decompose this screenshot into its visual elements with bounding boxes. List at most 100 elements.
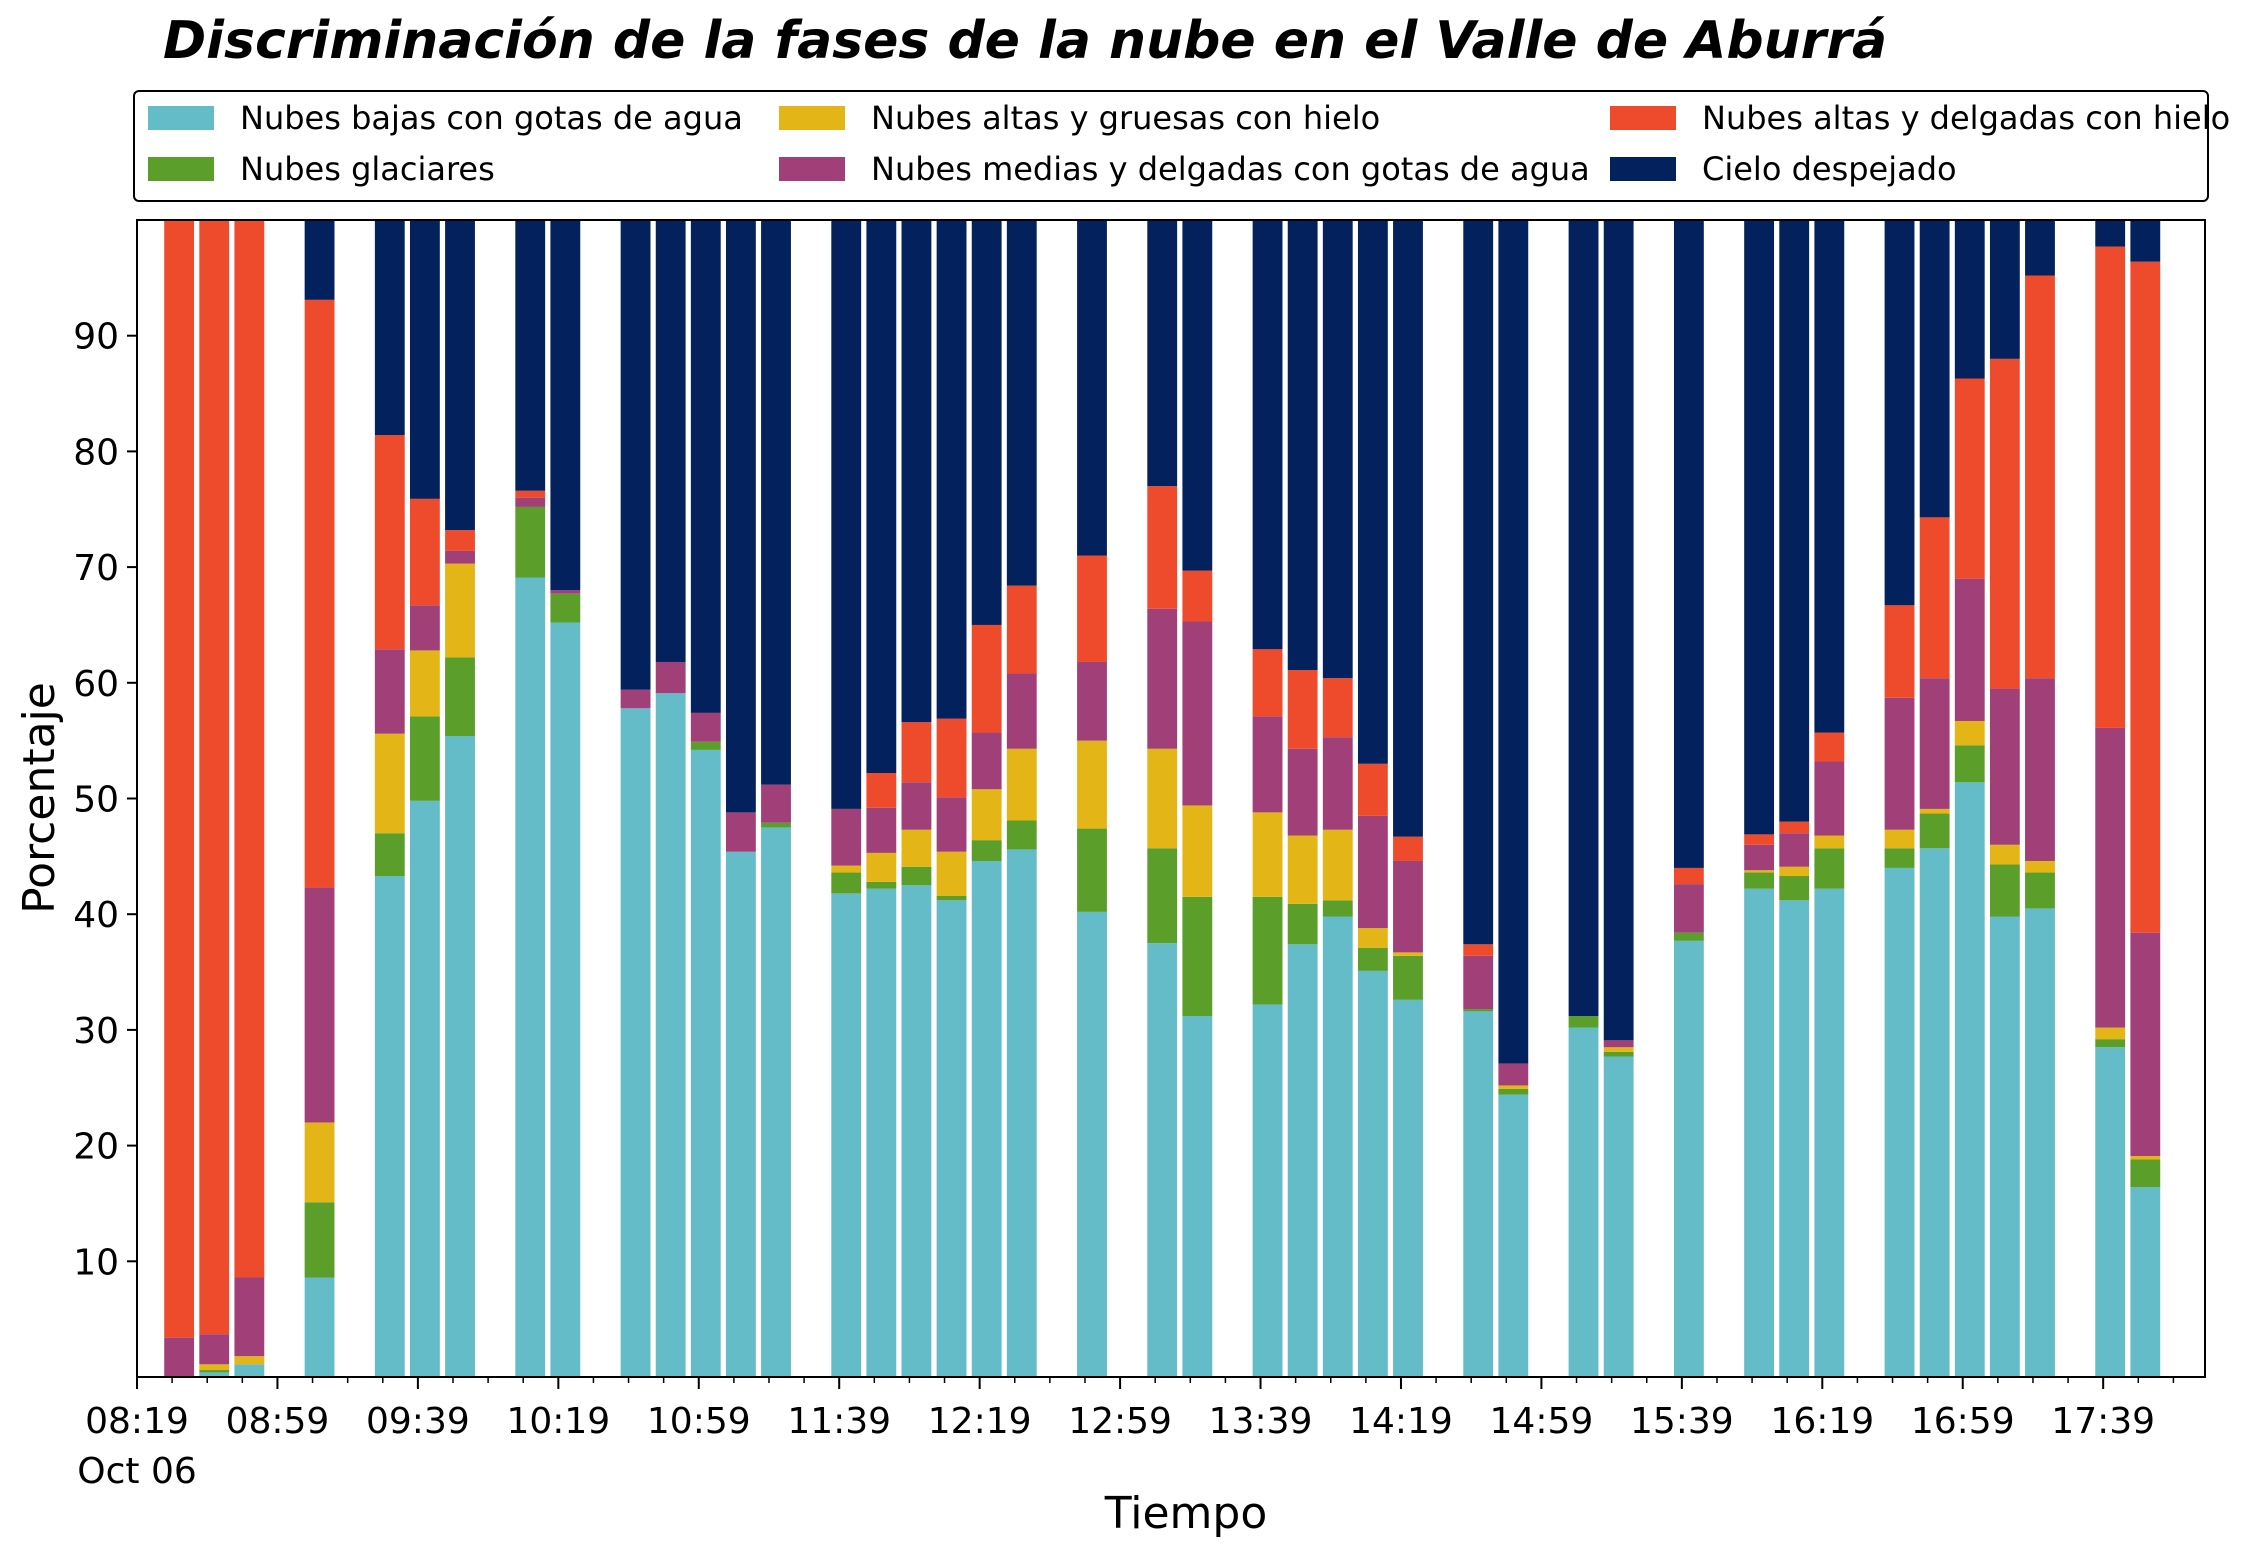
bar-segment	[725, 851, 756, 1377]
bar-segment	[1954, 782, 1985, 1377]
bar-segment	[620, 708, 651, 1377]
bar-segment	[620, 220, 651, 690]
bar-segment	[1006, 585, 1037, 674]
bar-segment	[1744, 220, 1775, 835]
bar-segment	[971, 624, 1002, 733]
bar-segment	[1954, 378, 1985, 579]
bar-segment	[515, 506, 546, 578]
bar-segment	[234, 1356, 265, 1365]
x-tick-label: 15:39	[1630, 1401, 1734, 1442]
bar-segment	[690, 220, 721, 713]
bar-segment	[199, 1372, 230, 1377]
x-axis-label: Tiempo	[1104, 1488, 1268, 1539]
bar-segment	[655, 661, 686, 694]
bar-segment	[1673, 940, 1704, 1377]
bar-segment	[1568, 1016, 1599, 1028]
bar-segment	[445, 550, 475, 564]
legend-label: Nubes altas y gruesas con hielo	[871, 99, 1380, 137]
bar-segment	[1463, 220, 1494, 945]
x-tick-label: 10:19	[506, 1401, 610, 1442]
bar-segment	[1182, 805, 1213, 897]
bar-segment	[445, 563, 475, 658]
bar-segment	[936, 895, 967, 901]
bar-segment	[550, 593, 581, 623]
bar-segment	[1006, 673, 1037, 749]
bar-segment	[1989, 358, 2020, 689]
bar-segment	[1147, 748, 1178, 849]
bar-segment	[936, 797, 967, 852]
x-tick-label: 14:59	[1490, 1401, 1594, 1442]
y-tick-label: 10	[73, 1242, 119, 1283]
bar-segment	[374, 220, 405, 436]
bar-segment	[199, 220, 230, 1335]
bar-segment	[374, 733, 405, 834]
bar-segment	[2095, 1027, 2126, 1040]
bar-segment	[1147, 848, 1178, 944]
bar-segment	[761, 784, 791, 823]
bar-segment	[866, 852, 897, 882]
bar-segment	[550, 220, 581, 591]
x-tick-label: 08:59	[226, 1401, 330, 1442]
bar-segment	[971, 840, 1002, 861]
bar-segment	[164, 1337, 195, 1377]
bar-segment	[1077, 555, 1107, 662]
bar-segment	[1252, 812, 1283, 897]
bar-segment	[1463, 955, 1494, 1010]
bar-segment	[2095, 1039, 2126, 1048]
bar-segment	[1498, 1063, 1529, 1086]
bar-segment	[831, 220, 862, 809]
bar-segment	[1744, 834, 1775, 845]
bar-segment	[1322, 900, 1353, 917]
bar-segment	[1779, 900, 1810, 1377]
bar-segment	[725, 812, 756, 852]
bar-segment	[2130, 1187, 2161, 1377]
bar-segment	[515, 490, 546, 498]
bar-segment	[2025, 860, 2055, 873]
bar-segment	[409, 498, 440, 606]
bar-segment	[445, 657, 475, 737]
bar-segment	[620, 689, 651, 709]
bar-segment	[1779, 821, 1810, 834]
bar-segment	[1077, 740, 1107, 829]
bar-segment	[1393, 860, 1423, 953]
bar-segment	[2130, 220, 2161, 262]
bar-segment	[1006, 820, 1037, 850]
bar-segment	[1357, 947, 1388, 971]
bar-segment	[1182, 621, 1213, 806]
bar-segment	[971, 860, 1002, 1377]
bar-segment	[2130, 1159, 2161, 1188]
x-tick-label: 12:59	[1068, 1401, 1172, 1442]
bar-segment	[1779, 866, 1810, 877]
bar-segment	[1287, 835, 1318, 904]
bar-segment	[374, 649, 405, 734]
bar-segment	[1744, 872, 1775, 889]
bar-segment	[1498, 1088, 1529, 1095]
bar-segment	[1954, 720, 1985, 746]
y-tick-label: 20	[73, 1127, 119, 1168]
bar-segment	[831, 865, 862, 873]
bar-segment	[445, 530, 475, 551]
bar-segment	[1357, 220, 1388, 764]
bar-segment	[515, 220, 546, 491]
bar-segment	[1884, 848, 1915, 868]
bar-segment	[866, 807, 897, 853]
bar-segment	[831, 893, 862, 1377]
bar-segment	[690, 749, 721, 1377]
bar-segment	[866, 220, 897, 774]
bar-segment	[199, 1334, 230, 1365]
bar-segment	[1463, 1009, 1494, 1012]
x-tick-label: 09:39	[366, 1401, 470, 1442]
bar-segment	[761, 827, 791, 1377]
x-tick-label: 14:19	[1349, 1401, 1453, 1442]
y-tick-label: 30	[73, 1011, 119, 1052]
y-tick-label: 90	[73, 317, 119, 358]
bar-segment	[2095, 220, 2126, 247]
y-axis: 10 20 30 40 50 60 70 80 90	[73, 317, 137, 1283]
chart-title: Discriminación de la fases de la nube en…	[163, 11, 1887, 71]
bar-segment	[304, 220, 335, 300]
bar-segment	[1287, 220, 1318, 671]
bar-segment	[901, 829, 932, 867]
bar-segment	[1779, 220, 1810, 822]
bar-segment	[515, 577, 546, 1377]
bar-segment	[445, 220, 475, 531]
